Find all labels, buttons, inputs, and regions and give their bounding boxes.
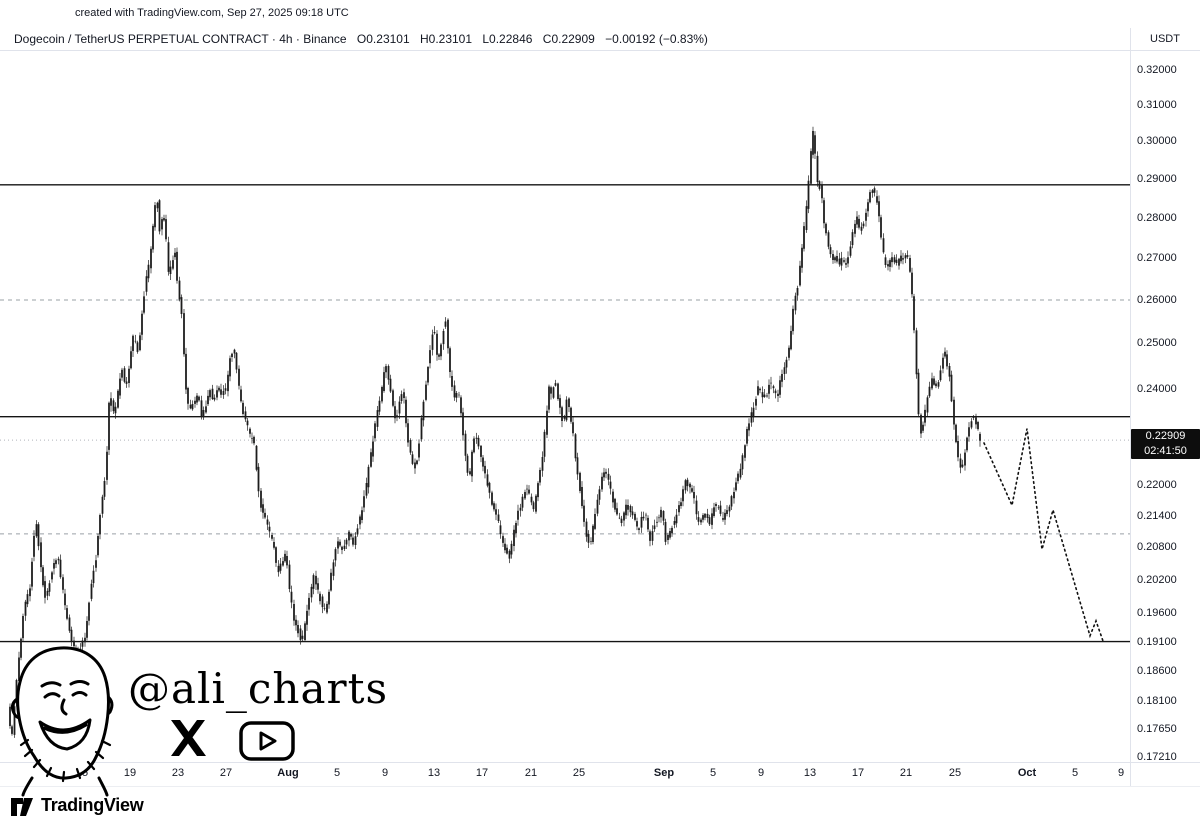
time-axis-label: 21 [524,767,538,779]
time-axis-label: 23 [171,767,185,779]
price-tick-label: 0.29000 [1137,173,1177,186]
time-axis-label: 5 [333,767,341,779]
time-axis-label: 17 [475,767,489,779]
left-eye [43,692,61,699]
time-axis-label: Oct [1017,767,1037,779]
ohlc-high: H0.23101 [419,32,473,46]
ohlc-open: O0.23101 [356,32,410,46]
price-tick-label: 0.20800 [1137,541,1177,554]
left-eyebrow [40,681,62,688]
artist-face-drawing [10,646,114,797]
last-price-value: 0.22909 [1145,430,1186,443]
price-axis-separator [1130,28,1131,786]
bar-countdown: 02:41:50 [1144,445,1187,458]
chart-legend[interactable]: Dogecoin / TetherUS PERPETUAL CONTRACT ·… [14,32,715,46]
tradingview-logo-icon [11,798,33,816]
candle-bodies [9,131,981,735]
price-axis[interactable]: 0.32000 0.31000 0.30000 0.29000 0.28000 0.270… [1130,50,1200,763]
price-tick-label: 0.21400 [1137,509,1177,522]
time-axis-label: 17 [851,767,865,779]
ohlc-low: L0.22846 [482,32,533,46]
ohlc-change: −0.00192 (−0.83%) [605,32,708,46]
time-axis-label: Sep [653,767,675,779]
price-tick-label: 0.17650 [1137,723,1177,735]
time-axis-label: 5 [709,767,717,779]
price-tick-label: 0.22000 [1137,479,1177,491]
time-axis-label: 19 [123,767,137,779]
time-axis-label: 9 [381,767,389,779]
left-shoulder [21,776,34,797]
right-eye [71,691,88,697]
price-tick-label: 0.30000 [1137,135,1177,148]
symbol-title[interactable]: Dogecoin / TetherUS PERPETUAL CONTRACT ·… [14,32,347,46]
time-axis-separator [0,762,1200,763]
x-twitter-icon [171,720,206,756]
time-axis[interactable]: 15192327Aug5913172125Sep5913172125Oct59 [0,762,1130,786]
nose [60,698,68,716]
price-tick-label: 0.32000 [1137,64,1177,76]
time-axis-label: 9 [757,767,765,779]
price-tick-label: 0.18100 [1137,695,1177,708]
price-tick-label: 0.20200 [1137,573,1177,586]
time-axis-label: 25 [572,767,586,779]
price-tick-label: 0.27000 [1137,252,1177,265]
projection-path [983,428,1104,642]
price-tick-label: 0.26000 [1137,293,1177,306]
time-axis-label: 21 [899,767,913,779]
watermark-handle: @ali_charts [128,664,389,713]
created-with-note: created with TradingView.com, Sep 27, 20… [75,7,349,19]
youtube-icon [239,721,295,761]
tradingview-logo-text: TradingView [41,795,144,815]
beard-stubble [19,738,112,783]
time-axis-label: 13 [427,767,441,779]
price-tick-label: 0.31000 [1137,99,1177,112]
price-tick-label: 0.19100 [1137,635,1177,648]
time-axis-label: 25 [948,767,962,779]
price-tick-label: 0.24000 [1137,382,1177,395]
price-tick-label: 0.18600 [1137,664,1177,677]
price-tick-label: 0.19600 [1137,606,1177,619]
tradingview-logo[interactable]: TradingView [10,794,144,817]
time-axis-label: 27 [219,767,233,779]
last-price-badge: 0.22909 02:41:50 [1131,429,1200,460]
footer-separator [0,786,1200,787]
header-separator [0,50,1200,51]
time-axis-label: 13 [803,767,817,779]
right-shoulder [97,776,109,797]
time-axis-label: 9 [1117,767,1125,779]
quote-currency-label: USDT [1150,33,1180,45]
price-tick-label: 0.28000 [1137,211,1177,224]
time-axis-label: 5 [1071,767,1079,779]
teeth-line [42,723,88,734]
smile [38,718,92,751]
time-axis-label: Aug [277,767,299,779]
price-tick-label: 0.25000 [1137,337,1177,350]
price-tick-label: 0.17210 [1137,750,1177,763]
ohlc-close: C0.22909 [542,32,595,46]
right-eyebrow [69,680,90,686]
